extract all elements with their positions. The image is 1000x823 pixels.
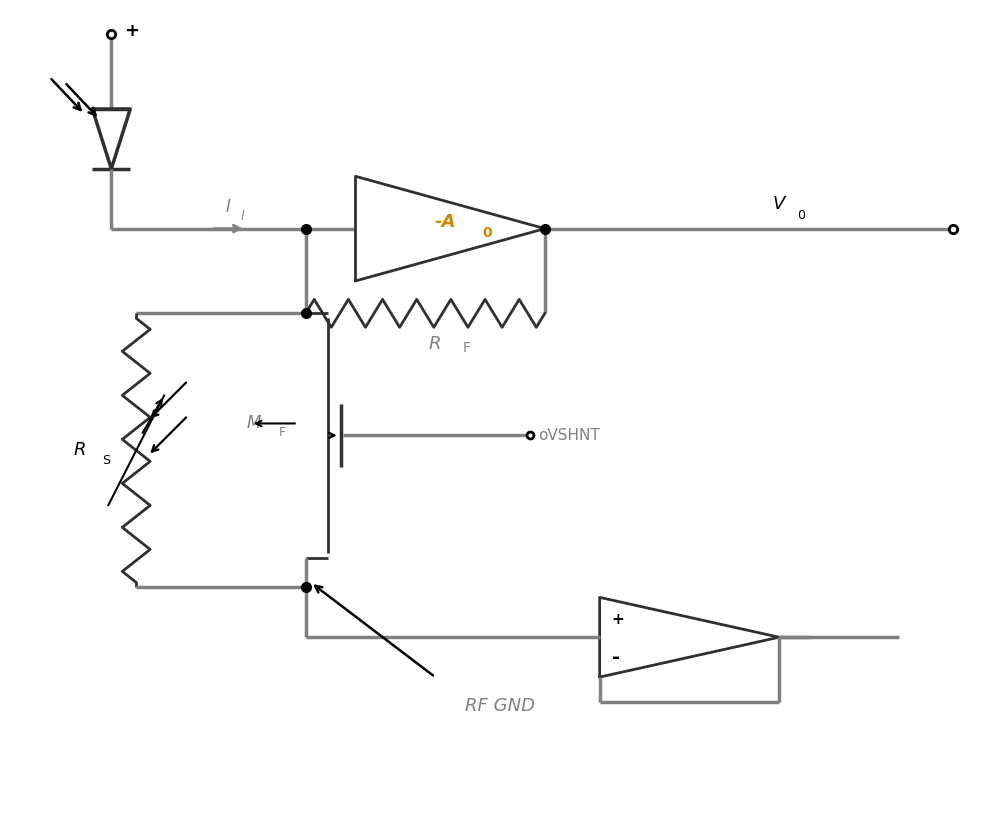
Text: F: F — [279, 426, 286, 439]
Text: 0: 0 — [797, 209, 805, 221]
Text: +: + — [612, 611, 624, 627]
Text: l: l — [241, 210, 244, 223]
Text: 0: 0 — [482, 226, 492, 239]
Text: -A: -A — [434, 212, 456, 230]
Text: M: M — [246, 415, 261, 432]
Text: +: + — [124, 22, 139, 40]
Text: R: R — [429, 335, 441, 353]
Text: S: S — [102, 453, 110, 467]
Text: oVSHNT: oVSHNT — [538, 428, 600, 443]
Text: R: R — [74, 441, 86, 459]
Text: RF GND: RF GND — [465, 697, 535, 715]
Text: V: V — [773, 195, 785, 212]
Text: -: - — [612, 648, 620, 667]
Text: F: F — [463, 342, 471, 356]
Text: I: I — [225, 198, 230, 216]
